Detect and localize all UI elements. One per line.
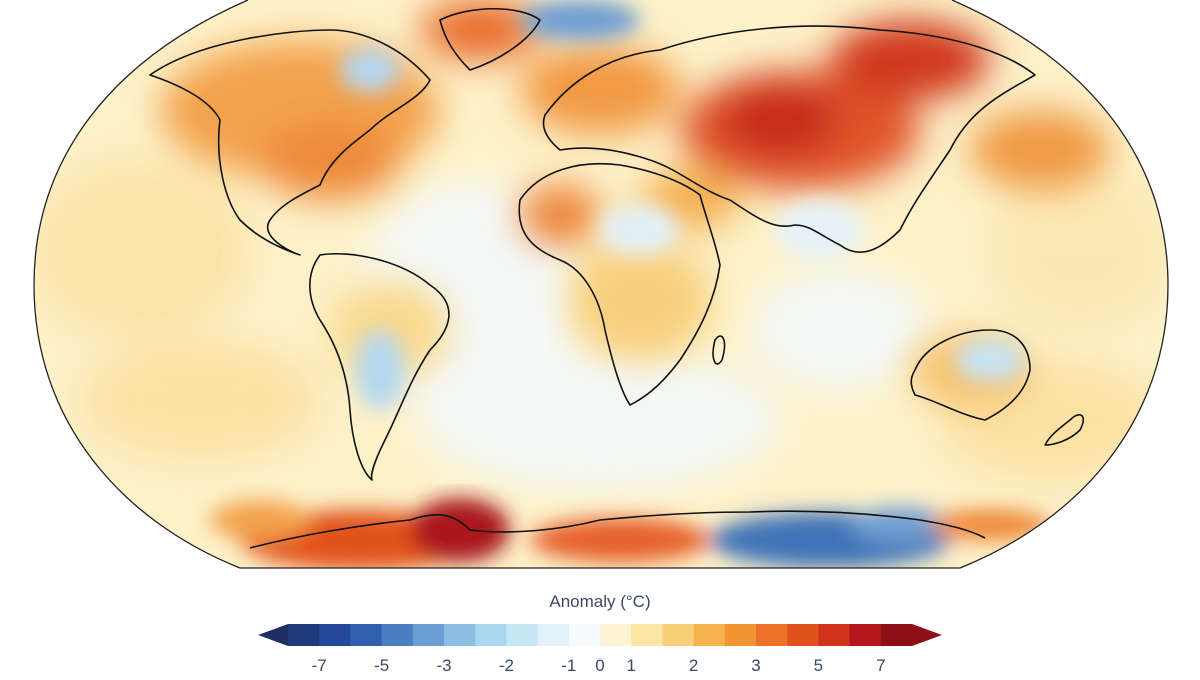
colorbar-cell: [412, 624, 445, 646]
colorbar-tick-label: -5: [374, 656, 390, 675]
colorbar-cell: [381, 624, 414, 646]
coastline-madagascar: [712, 335, 726, 365]
colorbar-cell: [756, 624, 788, 646]
colorbar-cells: [288, 624, 913, 646]
colorbar-cell: [818, 624, 851, 646]
colorbar-cell: [350, 624, 383, 646]
coastline-north-america: [149, 29, 431, 256]
coastline-south-america: [309, 252, 450, 481]
colorbar-tick-label: 5: [813, 656, 824, 675]
colorbar-cell: [724, 624, 757, 646]
colorbar-cell: [787, 624, 819, 646]
colorbar-tick-label: -7: [311, 656, 327, 675]
world-temperature-anomaly-map: [33, 0, 1169, 569]
colorbar-cell: [444, 624, 476, 646]
colorbar-cell: [849, 624, 882, 646]
colorbar-tick-label: 0: [595, 656, 605, 675]
colorbar-low-arrow: [258, 624, 288, 646]
colorbar-cell: [319, 624, 351, 646]
coastline-antarctica: [249, 510, 986, 549]
colorbar-cell: [568, 624, 601, 646]
coastline-europe-asia: [542, 25, 1036, 254]
colorbar-tick-label: 1: [626, 656, 636, 675]
coastline-australia: [910, 329, 1031, 421]
colorbar-cell: [537, 624, 570, 646]
colorbar-tick-labels: -7 -5 -3 -2 -1 0 1 2 3 5 7: [0, 656, 1200, 678]
coastline-greenland: [439, 8, 541, 71]
colorbar-cell: [693, 624, 726, 646]
colorbar: [258, 624, 942, 646]
colorbar-cell: [662, 624, 695, 646]
colorbar-tick-label: -2: [498, 656, 514, 675]
colorbar-tick-label: 3: [751, 656, 761, 675]
map-field: [34, 0, 1168, 568]
colorbar-cell: [631, 624, 663, 646]
colorbar-cell: [288, 624, 320, 646]
coastline-africa: [518, 162, 721, 406]
colorbar-tick-label: -1: [561, 656, 577, 675]
colorbar-tick-label: 2: [688, 656, 699, 675]
colorbar-cell: [506, 624, 539, 646]
colorbar-cell: [475, 624, 507, 646]
colorbar-cell: [880, 624, 913, 646]
colorbar-tick-label: 7: [876, 656, 886, 675]
colorbar-high-arrow: [912, 624, 942, 646]
legend-title: Anomaly (°C): [549, 592, 651, 611]
globe-outline: [33, 0, 1169, 569]
colorbar-cell: [600, 624, 632, 646]
colorbar-tick-label: -3: [436, 656, 452, 675]
coastlines: [149, 8, 1085, 549]
coastline-new-zealand: [1044, 414, 1085, 446]
